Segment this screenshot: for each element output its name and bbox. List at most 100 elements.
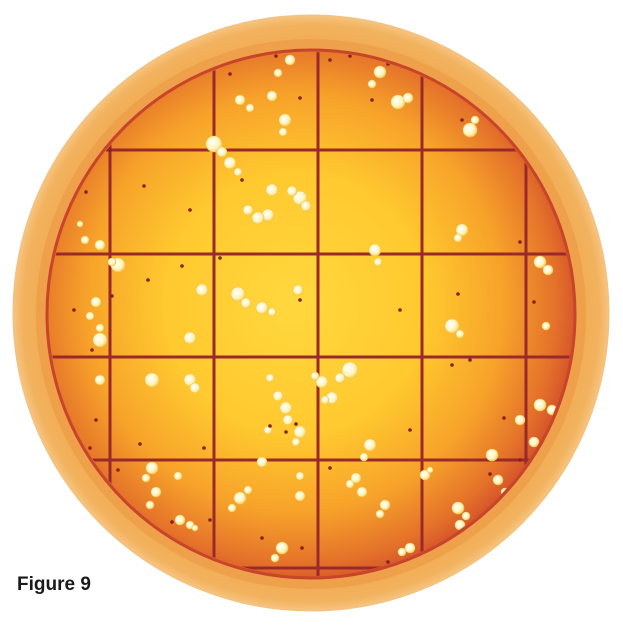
colony xyxy=(90,296,102,308)
colony xyxy=(191,524,199,532)
colony xyxy=(541,321,551,331)
speck xyxy=(268,424,272,428)
colony xyxy=(470,115,480,125)
colony xyxy=(373,65,387,79)
colony xyxy=(144,372,160,388)
colony xyxy=(295,471,305,481)
colony xyxy=(76,220,84,228)
colony xyxy=(251,211,265,225)
speck xyxy=(188,208,192,212)
bacterial-colonies xyxy=(76,54,558,563)
colony xyxy=(270,553,280,563)
speck xyxy=(408,428,412,432)
speck xyxy=(468,358,472,362)
colony xyxy=(94,374,106,386)
colony xyxy=(245,103,255,113)
colony xyxy=(444,318,460,334)
colony xyxy=(462,122,478,138)
colony xyxy=(350,472,362,484)
colony xyxy=(279,401,293,415)
colony xyxy=(189,382,201,394)
speck xyxy=(108,148,112,152)
speck xyxy=(370,98,374,102)
colony xyxy=(291,437,301,447)
colony xyxy=(195,283,209,297)
speck xyxy=(518,458,522,462)
colony xyxy=(359,452,369,462)
speck xyxy=(240,178,244,182)
colony xyxy=(101,543,111,553)
colony xyxy=(528,436,540,448)
speck xyxy=(260,536,264,540)
colony xyxy=(234,94,246,106)
speck xyxy=(518,240,522,244)
speck xyxy=(502,416,506,420)
speck xyxy=(300,546,304,550)
colony xyxy=(368,243,382,257)
speck xyxy=(450,363,454,367)
colony xyxy=(183,331,197,345)
colony xyxy=(272,390,284,402)
colony xyxy=(80,235,90,245)
speck xyxy=(284,430,288,434)
colony xyxy=(282,414,294,426)
colony xyxy=(265,183,279,197)
speck xyxy=(348,54,352,58)
colony xyxy=(345,479,355,489)
colony xyxy=(278,127,288,137)
colony xyxy=(233,167,243,177)
speck xyxy=(488,472,492,476)
colony xyxy=(320,395,330,405)
colony xyxy=(379,499,391,511)
speck xyxy=(294,422,298,426)
colony xyxy=(533,255,547,269)
colony xyxy=(94,239,106,251)
speck xyxy=(90,348,94,352)
colony xyxy=(150,486,162,498)
speck xyxy=(298,96,302,100)
speck xyxy=(146,278,150,282)
colony xyxy=(95,323,105,333)
colony xyxy=(284,54,296,66)
speck xyxy=(386,560,390,564)
speck xyxy=(170,520,174,524)
speck xyxy=(532,300,536,304)
colony xyxy=(453,233,463,243)
colony xyxy=(173,471,183,481)
colony xyxy=(315,375,329,389)
colony xyxy=(267,307,277,317)
speck xyxy=(142,184,146,188)
colony xyxy=(451,501,465,515)
colony xyxy=(455,223,469,237)
colony xyxy=(404,542,416,554)
colony xyxy=(310,371,320,381)
colony xyxy=(141,473,151,483)
colony xyxy=(240,297,252,309)
colony xyxy=(402,92,414,104)
colony xyxy=(85,311,95,321)
colony xyxy=(542,264,554,276)
colony xyxy=(256,456,268,468)
colony xyxy=(223,156,237,170)
speck xyxy=(228,72,232,76)
speck xyxy=(298,298,302,302)
colony xyxy=(533,398,547,412)
colony xyxy=(174,514,186,526)
speck xyxy=(116,468,120,472)
colony xyxy=(485,448,499,462)
colony xyxy=(492,474,504,486)
colony xyxy=(373,257,383,267)
speck xyxy=(218,256,222,260)
speck xyxy=(460,118,464,122)
colony xyxy=(286,185,298,197)
colony xyxy=(426,466,434,474)
colony xyxy=(183,373,197,387)
speck xyxy=(274,54,278,58)
speck xyxy=(398,308,402,312)
colony xyxy=(242,204,254,216)
speck xyxy=(72,308,76,312)
colony xyxy=(367,79,377,89)
colony xyxy=(263,425,273,435)
